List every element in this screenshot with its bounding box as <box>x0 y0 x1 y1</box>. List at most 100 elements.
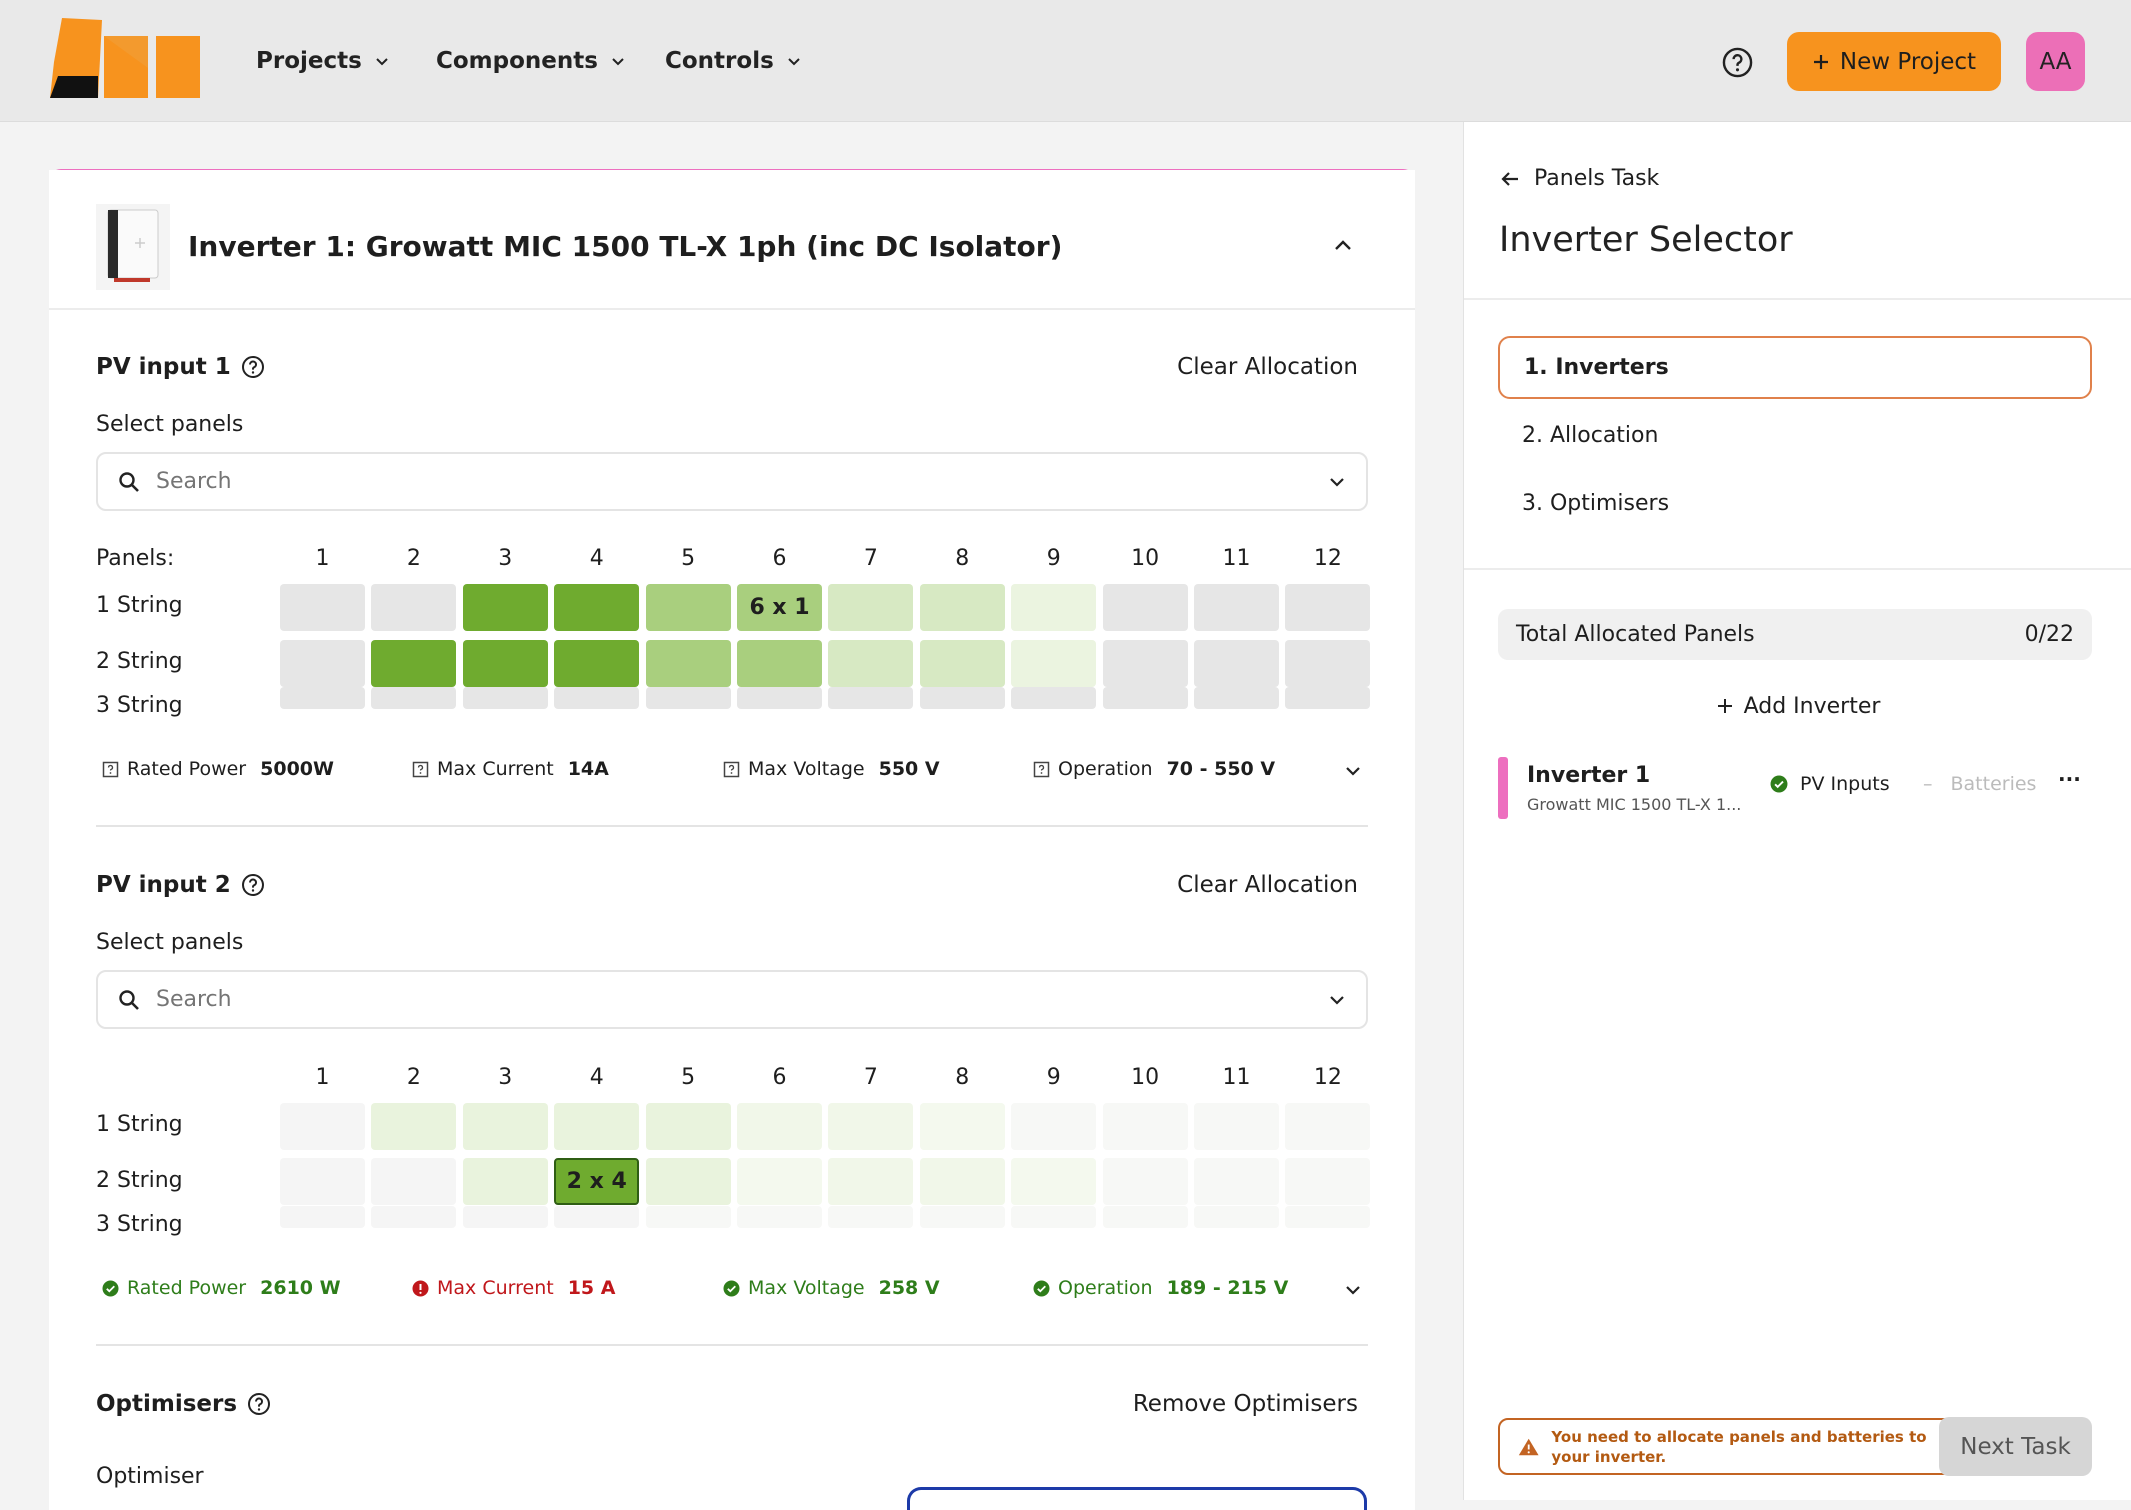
panel-cell[interactable] <box>280 1158 365 1205</box>
panel-cell[interactable] <box>919 1206 1005 1228</box>
panel-cell[interactable] <box>462 584 548 631</box>
new-project-button[interactable]: New Project <box>1787 32 2001 91</box>
panel-cell[interactable] <box>1011 1206 1097 1228</box>
panel-cell[interactable] <box>737 687 822 709</box>
chevron-down-icon[interactable] <box>1328 473 1346 491</box>
help-icon[interactable] <box>247 1392 271 1416</box>
chevron-down-icon[interactable] <box>1344 762 1362 780</box>
panel-cell[interactable] <box>1285 1206 1371 1228</box>
panel-cell[interactable] <box>1285 687 1371 709</box>
search-input[interactable] <box>156 987 1256 1012</box>
panel-cell[interactable] <box>554 687 640 709</box>
remove-optimisers-button[interactable]: Remove Optimisers <box>1132 1391 1358 1417</box>
panel-cell[interactable] <box>280 584 365 631</box>
panel-cell[interactable] <box>645 584 731 631</box>
panel-cell[interactable] <box>1011 1158 1097 1205</box>
panel-cell[interactable] <box>1102 584 1188 631</box>
back-link[interactable]: Panels Task <box>1500 166 1659 191</box>
panel-cell[interactable] <box>828 640 914 687</box>
panel-cell[interactable] <box>554 584 640 631</box>
panel-cell[interactable] <box>462 687 548 709</box>
panel-cell[interactable] <box>1011 640 1097 687</box>
panel-cell[interactable] <box>371 1158 457 1205</box>
panel-cell[interactable] <box>919 687 1005 709</box>
chevron-down-icon[interactable] <box>1328 991 1346 1009</box>
nav-components[interactable]: Components <box>436 48 626 74</box>
company-logo[interactable] <box>44 18 204 98</box>
panel-cell[interactable] <box>737 640 822 687</box>
panel-cell[interactable] <box>1011 584 1097 631</box>
panel-cell[interactable] <box>919 1158 1005 1205</box>
more-options-icon[interactable]: ··· <box>2058 767 2081 791</box>
panel-cell[interactable] <box>645 1103 731 1150</box>
panel-cell[interactable] <box>462 1158 548 1205</box>
panel-cell[interactable] <box>371 640 457 687</box>
panel-cell[interactable] <box>371 1103 457 1150</box>
nav-projects[interactable]: Projects <box>256 48 390 74</box>
panel-cell[interactable] <box>554 1206 640 1228</box>
panel-cell[interactable] <box>828 1158 914 1205</box>
clear-allocation-button[interactable]: Clear Allocation <box>1177 872 1358 898</box>
panel-cell[interactable] <box>737 1158 822 1205</box>
panel-cell[interactable] <box>1194 1103 1279 1150</box>
user-avatar[interactable]: AA <box>2026 32 2085 91</box>
panel-search-select[interactable] <box>96 452 1368 511</box>
panel-cell[interactable] <box>280 687 365 709</box>
panel-cell[interactable] <box>919 1103 1005 1150</box>
panel-cell[interactable] <box>1285 584 1371 631</box>
chevron-up-icon[interactable] <box>1332 234 1354 256</box>
add-inverter-button[interactable]: Add Inverter <box>1464 694 2131 719</box>
panel-cell[interactable] <box>1194 640 1279 687</box>
panel-cell[interactable] <box>462 1206 548 1228</box>
panel-cell[interactable] <box>280 640 365 687</box>
search-input[interactable] <box>156 469 1256 494</box>
step-allocation[interactable]: 2. Allocation <box>1498 404 2092 467</box>
panel-cell[interactable] <box>645 640 731 687</box>
panel-cell[interactable] <box>1102 640 1188 687</box>
panel-cell-selected[interactable]: 2 x 4 <box>554 1158 640 1205</box>
panel-cell[interactable] <box>645 1206 731 1228</box>
panel-cell[interactable] <box>737 1103 822 1150</box>
panel-cell[interactable] <box>280 1206 365 1228</box>
help-icon[interactable] <box>241 355 265 379</box>
inverter-header[interactable]: Inverter 1: Growatt MIC 1500 TL-X 1ph (i… <box>49 184 1415 310</box>
panel-search-select[interactable] <box>96 970 1368 1029</box>
clear-allocation-button[interactable]: Clear Allocation <box>1177 354 1358 380</box>
panel-cell[interactable] <box>1011 1103 1097 1150</box>
pv-inputs-status[interactable]: PV Inputs <box>1770 773 1890 795</box>
panel-cell[interactable] <box>1194 687 1279 709</box>
help-icon[interactable] <box>1722 47 1753 78</box>
panel-cell[interactable] <box>1285 1158 1371 1205</box>
chevron-down-icon[interactable] <box>1344 1281 1362 1299</box>
panel-cell[interactable] <box>371 1206 457 1228</box>
panel-cell[interactable] <box>1194 1206 1279 1228</box>
batteries-status[interactable]: – Batteries <box>1923 773 2036 795</box>
panel-cell[interactable] <box>828 1103 914 1150</box>
panel-cell[interactable] <box>919 584 1005 631</box>
panel-cell[interactable] <box>828 584 914 631</box>
step-optimisers[interactable]: 3. Optimisers <box>1498 472 2092 535</box>
panel-cell[interactable] <box>645 1158 731 1205</box>
step-inverters[interactable]: 1. Inverters <box>1498 336 2092 399</box>
panel-cell[interactable] <box>462 640 548 687</box>
optimiser-select[interactable] <box>907 1487 1367 1510</box>
panel-cell[interactable] <box>1102 1158 1188 1205</box>
panel-cell[interactable] <box>371 584 457 631</box>
panel-cell[interactable] <box>1194 584 1279 631</box>
panel-cell[interactable] <box>554 640 640 687</box>
panel-cell[interactable] <box>1011 687 1097 709</box>
panel-cell[interactable] <box>919 640 1005 687</box>
panel-cell[interactable] <box>554 1103 640 1150</box>
panel-cell[interactable] <box>1102 1103 1188 1150</box>
panel-cell[interactable] <box>737 1206 822 1228</box>
panel-cell-selected[interactable]: 6 x 1 <box>737 584 822 631</box>
panel-cell[interactable] <box>1285 640 1371 687</box>
panel-cell[interactable] <box>462 1103 548 1150</box>
next-task-button[interactable]: Next Task <box>1939 1417 2092 1476</box>
help-icon[interactable] <box>241 873 265 897</box>
panel-cell[interactable] <box>645 687 731 709</box>
panel-cell[interactable] <box>1285 1103 1371 1150</box>
inverter-list-item[interactable]: Inverter 1 Growatt MIC 1500 TL-X 1... PV… <box>1498 757 2092 822</box>
panel-cell[interactable] <box>828 1206 914 1228</box>
nav-controls[interactable]: Controls <box>665 48 802 74</box>
